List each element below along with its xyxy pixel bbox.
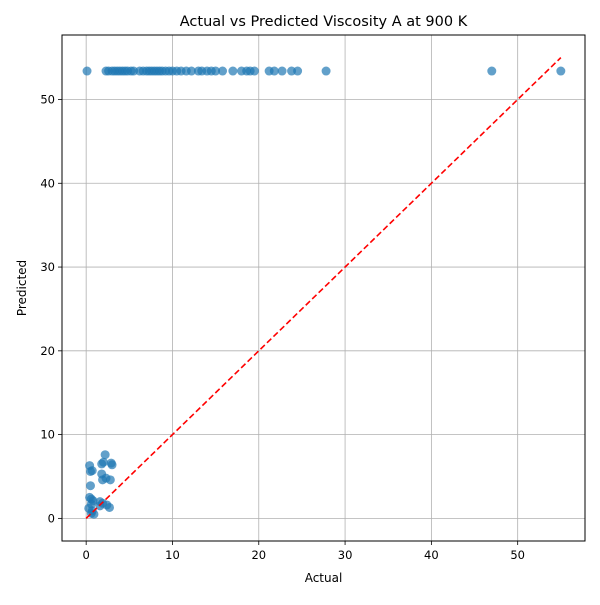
scatter-point	[277, 66, 287, 76]
x-tick-label: 50	[510, 548, 525, 562]
axis-ticks: 0 10 20 30 40 50 0 10 20 30 40 50	[40, 93, 525, 562]
scatter-point	[249, 66, 259, 76]
scatter-point	[293, 66, 303, 76]
x-axis-label: Actual	[305, 571, 343, 585]
y-tick-label: 40	[40, 176, 55, 190]
y-tick-label: 20	[40, 344, 55, 358]
scatter-point	[487, 66, 497, 76]
scatter-point	[100, 450, 110, 460]
scatter-point	[228, 66, 238, 76]
scatter-point	[556, 66, 566, 76]
x-tick-label: 30	[338, 548, 353, 562]
chart-title: Actual vs Predicted Viscosity A at 900 K	[180, 14, 468, 30]
scatter-point	[104, 502, 114, 512]
reference-line-group	[85, 57, 562, 519]
y-tick-label: 0	[48, 511, 55, 525]
scatter-point	[211, 66, 221, 76]
x-tick-label: 0	[83, 548, 90, 562]
y-axis-label: Predicted	[15, 260, 29, 316]
scatter-point	[89, 509, 99, 519]
scatter-point	[105, 475, 115, 485]
data-points	[82, 66, 566, 519]
y-tick-label: 30	[40, 260, 55, 274]
scatter-point	[87, 466, 97, 476]
scatter-point	[218, 66, 228, 76]
scatter-point	[269, 66, 279, 76]
x-tick-label: 40	[424, 548, 439, 562]
scatter-point	[321, 66, 331, 76]
scatter-point	[82, 66, 92, 76]
scatter-point	[186, 66, 196, 76]
y-tick-label: 10	[40, 428, 55, 442]
plot-area-frame	[61, 34, 586, 542]
scatter-point	[107, 460, 117, 470]
y-tick-label: 50	[40, 93, 55, 107]
x-tick-label: 10	[165, 548, 180, 562]
reference-line	[85, 57, 562, 519]
scatter-point	[85, 481, 95, 491]
x-tick-label: 20	[251, 548, 266, 562]
grid-lines	[62, 35, 585, 541]
scatter-point	[98, 457, 108, 467]
